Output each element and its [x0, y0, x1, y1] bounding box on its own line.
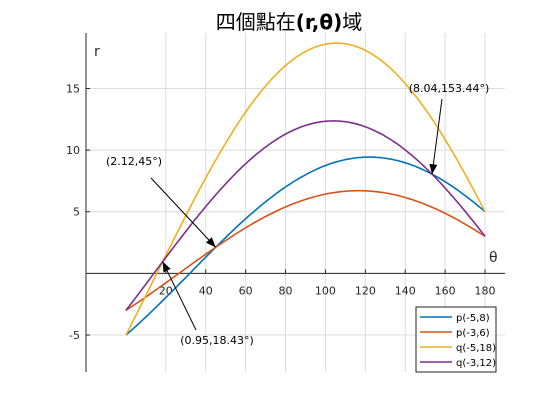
series-line — [125, 156, 486, 336]
legend-label: q(-3,12) — [456, 358, 496, 369]
legend-label: p(-5,8) — [456, 313, 490, 324]
x-tick-label: 160 — [435, 284, 456, 297]
y-tick-label: 5 — [73, 206, 80, 219]
title-suffix: 域 — [342, 10, 362, 34]
x-axis-label: θ — [489, 250, 498, 266]
legend-box — [415, 306, 497, 373]
title-bold: (r,θ) — [296, 10, 343, 34]
annotation-arrowhead — [429, 163, 438, 175]
x-tick-label: 40 — [199, 284, 213, 297]
x-tick-label: 180 — [475, 284, 496, 297]
legend-label: p(-3,6) — [456, 328, 490, 339]
annotation-arrow — [162, 261, 197, 331]
x-tick-label: 60 — [239, 284, 253, 297]
series-lines — [125, 42, 486, 336]
annotation-arrowhead — [205, 237, 216, 248]
chart-title: 四個點在(r,θ)域 — [216, 10, 363, 34]
title-prefix: 四個點在 — [216, 10, 296, 34]
annotation-arrow — [431, 98, 443, 175]
annotation-arrowhead — [162, 261, 171, 273]
x-tick-label: 120 — [355, 284, 376, 297]
annotation-label: (2.12,45°) — [106, 155, 162, 168]
y-tick-label: 15 — [66, 82, 80, 95]
x-tick-label: 100 — [315, 284, 336, 297]
y-axis-label: r — [94, 44, 100, 60]
legend: p(-5,8) p(-3,6) q(-5,18) q(-3,12) — [415, 306, 497, 373]
annotation-arrow — [150, 177, 217, 248]
x-tick-label: 140 — [395, 284, 416, 297]
annotations: (2.12,45°) (0.95,18.43°) (8.04,153.44°) — [106, 82, 489, 347]
series-line — [125, 189, 486, 312]
y-tick-label: 10 — [66, 144, 80, 157]
y-tick-label: -5 — [69, 329, 80, 342]
annotation-label: (8.04,153.44°) — [409, 82, 490, 95]
x-tick-label: 80 — [279, 284, 293, 297]
annotation-label: (0.95,18.43°) — [180, 334, 254, 347]
legend-label: q(-5,18) — [456, 343, 496, 354]
series-line — [125, 120, 486, 311]
